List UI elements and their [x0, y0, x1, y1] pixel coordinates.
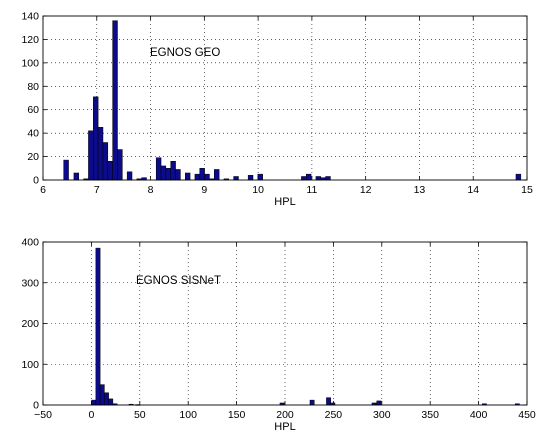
geo-y-tick-label: 140 — [21, 11, 39, 23]
geo-histogram-bar — [199, 168, 205, 181]
geo-y-tick-label: 100 — [21, 57, 39, 69]
geo-x-tick-label: 12 — [360, 184, 372, 196]
sisnet-histogram-bar — [91, 399, 97, 406]
geo-histogram-bar — [301, 176, 307, 181]
sisnet-x-tick-label: 450 — [518, 409, 536, 421]
geo-x-tick-label: 15 — [521, 184, 533, 196]
sisnet-x-tick-label: 150 — [228, 409, 246, 421]
geo-x-tick-label: 7 — [94, 184, 100, 196]
geo-x-tick-label: 6 — [40, 184, 46, 196]
geo-annotation-label: EGNOS GEO — [150, 47, 220, 59]
geo-histogram-bar — [112, 20, 118, 181]
geo-histogram-bar — [88, 130, 94, 181]
geo-x-tick-label: 11 — [306, 184, 317, 196]
geo-histogram-bar — [233, 176, 239, 181]
geo-histogram-bar — [257, 173, 263, 181]
geo-histogram-bar — [325, 176, 331, 181]
geo-histogram-bar — [73, 172, 80, 181]
geo-histogram-bar — [184, 172, 191, 181]
geo-histogram-bar — [515, 173, 522, 181]
geo-histogram-bar — [204, 173, 210, 181]
sisnet-y-tick-label: 400 — [21, 237, 39, 249]
sisnet-x-axis-label: HPL — [274, 421, 295, 433]
geo-histogram-bar — [63, 159, 69, 181]
sisnet-annotation-label: EGNOS SISNeT — [136, 275, 221, 287]
sisnet-x-tick-label: 0 — [88, 409, 94, 421]
geo-y-tick-label: 80 — [27, 81, 39, 93]
geo-histogram-bar — [214, 169, 220, 181]
sisnet-histogram-bar — [99, 384, 105, 406]
geo-y-tick-label: 40 — [27, 128, 39, 140]
geo-histogram-bar — [160, 165, 167, 181]
sisnet-histogram-bar — [104, 392, 109, 406]
sisnet-x-tick-label: −50 — [34, 409, 52, 421]
geo-histogram-bar — [247, 175, 254, 181]
geo-plot-area — [43, 16, 527, 180]
geo-histogram-bar — [305, 173, 312, 181]
geo-histogram-bar — [315, 176, 322, 181]
geo-histogram-bar — [194, 173, 201, 181]
geo-x-tick-label: 9 — [201, 184, 207, 196]
geo-histogram-bar — [97, 127, 104, 181]
geo-axes-box — [42, 15, 528, 181]
sisnet-histogram-bar — [309, 399, 315, 406]
sisnet-y-tick-label: 100 — [21, 359, 39, 371]
geo-y-tick-label: 0 — [33, 175, 39, 187]
sisnet-histogram-bar — [95, 247, 101, 406]
sisnet-x-tick-label: 100 — [179, 409, 197, 421]
geo-histogram-bar — [175, 169, 181, 181]
geo-histogram-bar — [93, 96, 99, 181]
sisnet-x-tick-label: 200 — [276, 409, 294, 421]
geo-x-tick-label: 10 — [252, 184, 264, 196]
sisnet-y-tick-label: 0 — [33, 400, 39, 412]
sisnet-x-tick-label: 400 — [470, 409, 488, 421]
geo-y-tick-label: 120 — [21, 34, 39, 46]
sisnet-hpl-histogram: −50 0 50 100 150 200 250 300 350 400 4500100200300… — [21, 237, 535, 434]
sisnet-y-tick-label: 200 — [21, 318, 39, 330]
geo-x-tick-label: 14 — [467, 184, 479, 196]
sisnet-x-tick-label: 250 — [325, 409, 343, 421]
sisnet-y-tick-label: 300 — [21, 277, 39, 289]
geo-histogram-bar — [102, 142, 109, 181]
geo-histogram-bar — [170, 161, 176, 181]
geo-histogram-bar — [155, 157, 162, 181]
sisnet-axes-box — [42, 241, 528, 406]
geo-x-tick-label: 8 — [148, 184, 154, 196]
sisnet-x-tick-label: 50 — [134, 409, 146, 421]
geo-x-axis-label: HPL — [274, 196, 295, 208]
sisnet-histogram-bar — [326, 397, 331, 406]
geo-histogram-bar — [107, 161, 113, 181]
geo-histogram-bar — [165, 168, 171, 181]
geo-hpl-histogram: 6 7 8 9 10 11 12 13 14 15 0 20 40 60 80 100 120 140 HPL EGN… — [21, 11, 533, 209]
sisnet-x-tick-label: 300 — [373, 409, 391, 421]
sisnet-histogram-bar — [376, 400, 382, 406]
geo-x-tick-label: 13 — [414, 184, 426, 196]
geo-histogram-bar — [126, 171, 133, 181]
geo-y-tick-label: 20 — [27, 151, 39, 163]
sisnet-histogram-bar — [108, 398, 114, 406]
geo-y-tick-label: 60 — [27, 104, 39, 116]
geo-histogram-bar — [117, 149, 123, 181]
sisnet-x-tick-label: 350 — [421, 409, 439, 421]
